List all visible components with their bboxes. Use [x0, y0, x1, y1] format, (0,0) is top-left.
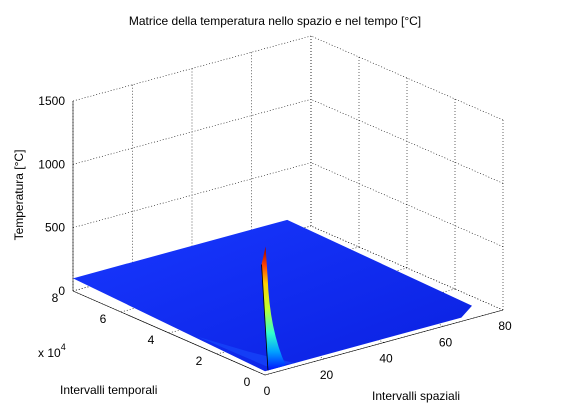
- grid-line-side-z: [310, 99, 504, 184]
- x-axis-label: Intervalli spaziali: [372, 389, 460, 403]
- axes-box: [72, 101, 504, 376]
- z-tick-label: 1000: [38, 157, 65, 171]
- grid-line-side-z: [310, 162, 504, 247]
- x-tick-label: 40: [379, 352, 393, 366]
- grid-line-back-z: [72, 99, 312, 165]
- x-tick-label: 0: [264, 384, 271, 398]
- y-tick-label: 2: [196, 354, 203, 368]
- y-axis-label: Intervalli temporali: [60, 383, 157, 397]
- y-axis-line: [72, 290, 266, 376]
- grid-line-side-z: [310, 35, 504, 121]
- x-axis-line: [264, 309, 504, 376]
- y-tick-label: 4: [148, 333, 155, 347]
- temperature-surface: [73, 219, 472, 372]
- y-multiplier-base: x 10: [38, 346, 61, 360]
- y-tick-label: 8: [52, 291, 59, 305]
- grid-line-side-z: [310, 225, 504, 311]
- y-multiplier-exponent: 4: [61, 342, 66, 352]
- z-tick-label: 1500: [38, 94, 65, 108]
- x-tick-label: 80: [498, 319, 512, 333]
- y-multiplier: x 104: [38, 342, 66, 360]
- y-tick-label: 6: [100, 312, 107, 326]
- x-tick-label: 20: [320, 368, 334, 382]
- x-tick-label: 60: [439, 335, 453, 349]
- chart-title: Matrice della temperatura nello spazio e…: [129, 14, 421, 28]
- y-tick-label: 0: [244, 375, 251, 389]
- grid-line-back-z: [72, 35, 312, 102]
- peak-edge: [261, 264, 269, 371]
- temperature-peak: [261, 246, 286, 371]
- grid-line-back-z: [72, 162, 312, 228]
- z-axis-label: Temperatura [°C]: [12, 150, 26, 241]
- z-tick-label: 500: [45, 221, 65, 235]
- surface-plane: [73, 219, 472, 372]
- z-tick-label: 0: [58, 284, 65, 298]
